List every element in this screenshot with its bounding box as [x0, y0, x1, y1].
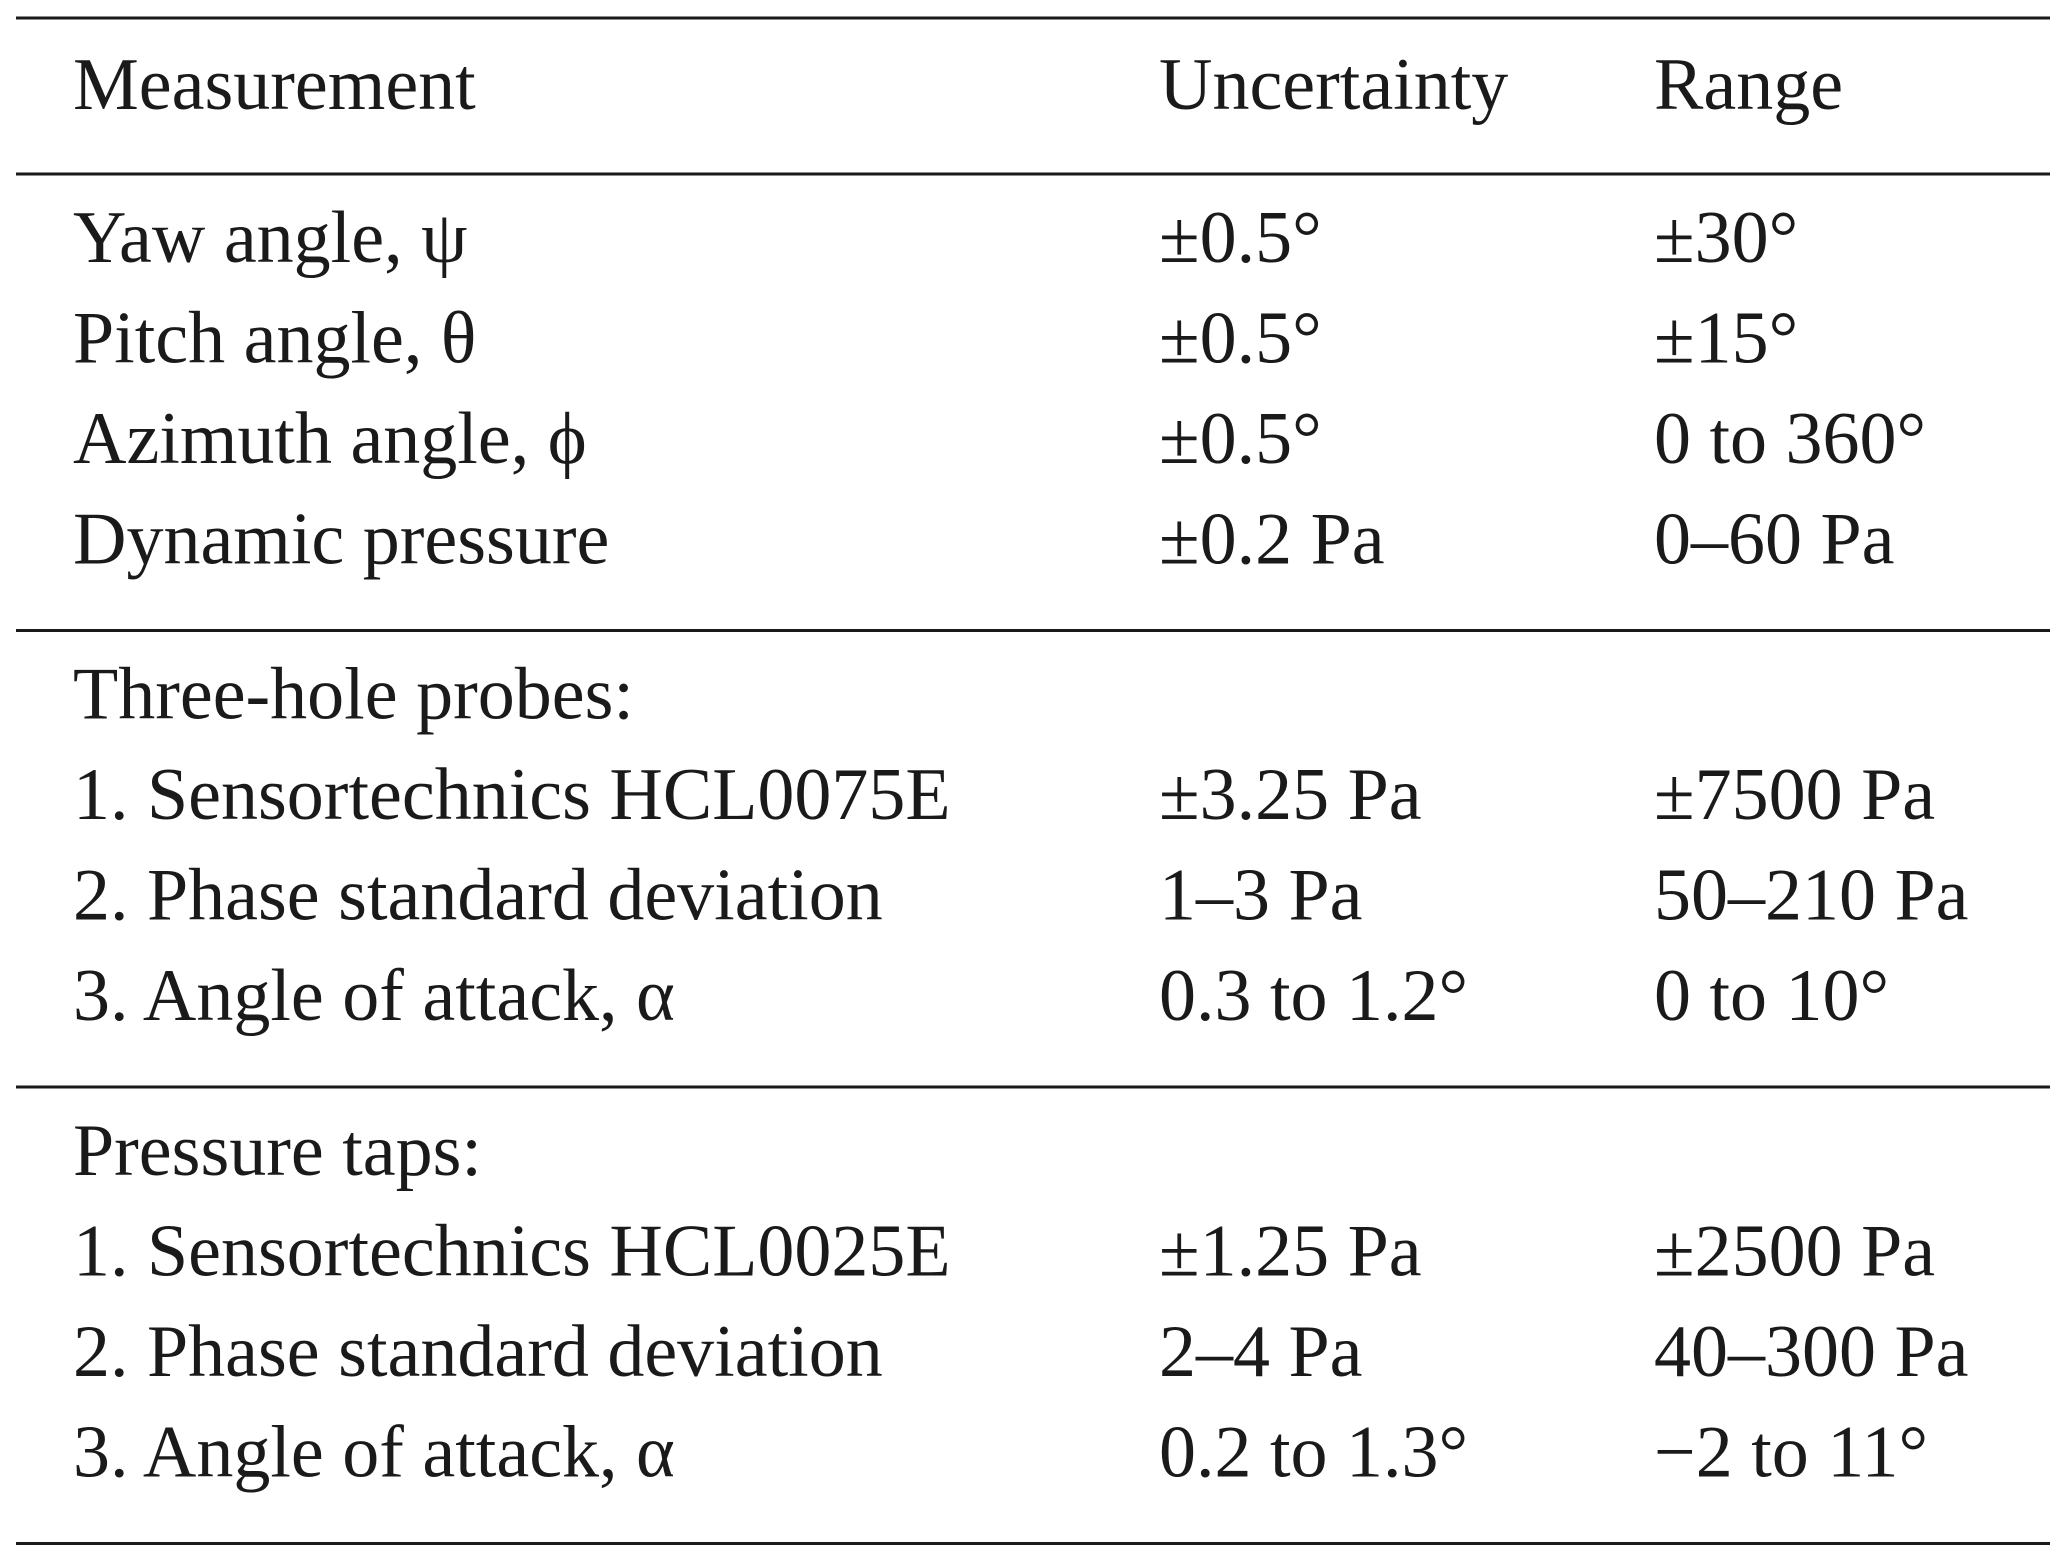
header-cell: Range: [1654, 44, 1843, 126]
cell: 1–3 Pa: [1159, 854, 1363, 936]
cell: 1. Sensortechnics HCL0075E: [73, 754, 951, 836]
cell: 0 to 360°: [1654, 398, 1926, 480]
section-title: Three-hole probes:: [73, 653, 634, 735]
cell: ±0.5°: [1159, 297, 1322, 379]
cell: ±7500 Pa: [1654, 754, 1935, 836]
header-cell: Uncertainty: [1159, 44, 1508, 126]
cell: 0 to 10°: [1654, 955, 1889, 1037]
cell: Pitch angle, θ: [73, 297, 476, 379]
section-title: Pressure taps:: [73, 1110, 482, 1192]
cell: 0.2 to 1.3°: [1159, 1411, 1468, 1493]
cell: 2. Phase standard deviation: [73, 1311, 883, 1393]
header-cell: Measurement: [73, 44, 476, 126]
cell: 3. Angle of attack, α: [73, 1411, 675, 1493]
cell: ±15°: [1654, 297, 1798, 379]
cell: 0.3 to 1.2°: [1159, 955, 1468, 1037]
cell: −2 to 11°: [1654, 1411, 1928, 1493]
cell: 40–300 Pa: [1654, 1311, 1969, 1393]
cell: 50–210 Pa: [1654, 854, 1969, 936]
cell: 3. Angle of attack, α: [73, 955, 675, 1037]
cell: Yaw angle, ψ: [73, 197, 467, 279]
cell: ±2500 Pa: [1654, 1210, 1935, 1292]
cell: ±1.25 Pa: [1159, 1210, 1422, 1292]
cell: ±3.25 Pa: [1159, 754, 1422, 836]
cell: 2. Phase standard deviation: [73, 854, 883, 936]
cell: ±30°: [1654, 197, 1798, 279]
cell: ±0.5°: [1159, 398, 1322, 480]
cell: Dynamic pressure: [73, 498, 609, 580]
cell: 0–60 Pa: [1654, 498, 1895, 580]
cell: Azimuth angle, ϕ: [73, 398, 587, 480]
cell: ±0.2 Pa: [1159, 498, 1385, 580]
cell: 2–4 Pa: [1159, 1311, 1363, 1393]
cell: ±0.5°: [1159, 197, 1322, 279]
cell: 1. Sensortechnics HCL0025E: [73, 1210, 951, 1292]
